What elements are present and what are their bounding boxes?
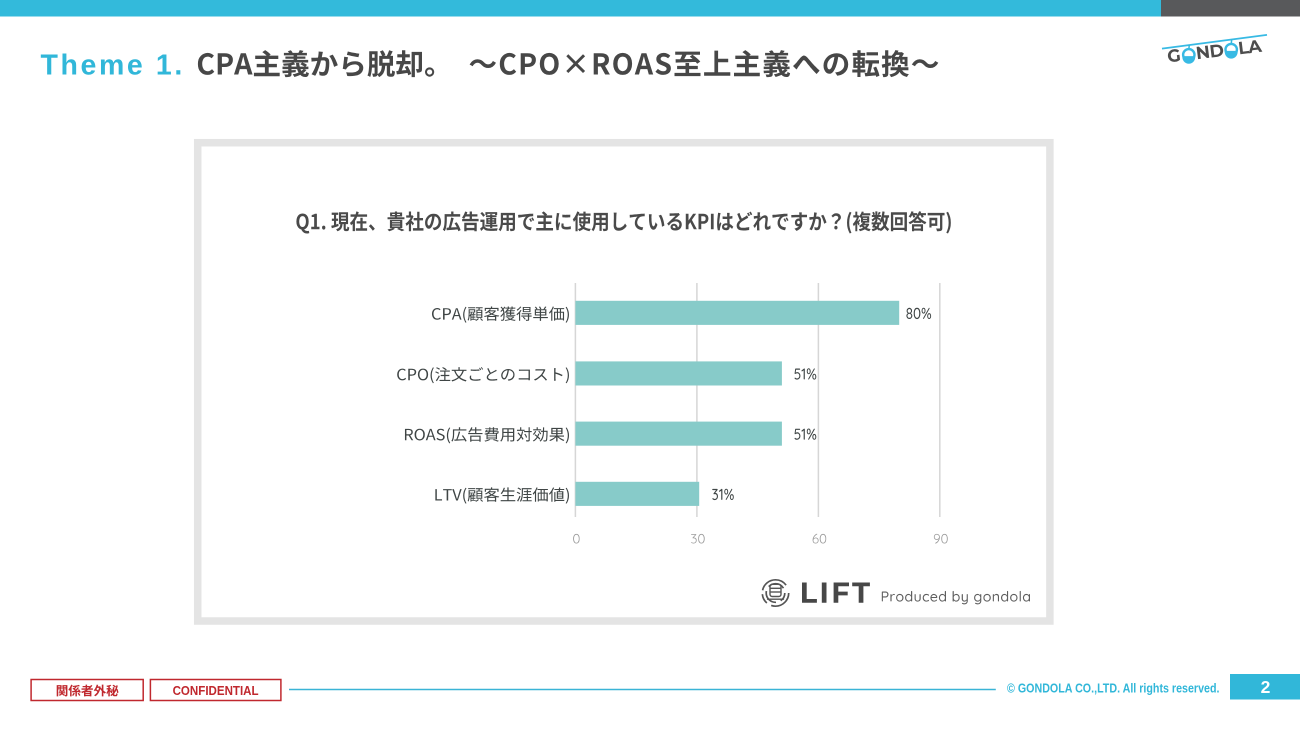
svg-text:Theme 1.: Theme 1. (41, 50, 185, 82)
svg-text:2: 2 (1261, 677, 1271, 697)
svg-text:CONFIDENTIAL: CONFIDENTIAL (173, 683, 259, 698)
svg-text:© GONDOLA CO.,LTD. All rights: © GONDOLA CO.,LTD. All rights reserved. (1007, 682, 1220, 696)
